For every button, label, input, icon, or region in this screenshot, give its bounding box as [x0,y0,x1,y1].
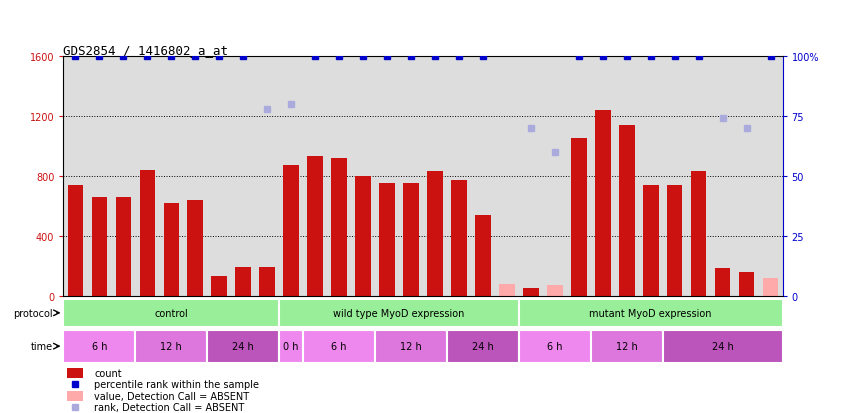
Bar [691,172,706,296]
Bar [332,159,347,296]
Text: 0 h: 0 h [283,341,299,351]
Text: mutant MyoD expression: mutant MyoD expression [590,308,712,318]
Bar [260,268,275,296]
Bar [643,185,658,296]
Bar [379,184,395,296]
Bar [63,299,279,328]
Bar [91,197,107,296]
Bar [67,368,83,378]
Bar [571,139,586,296]
Text: 24 h: 24 h [472,341,494,351]
Bar [68,185,83,296]
Bar [135,330,207,363]
Bar [427,172,442,296]
Text: time: time [30,341,52,351]
Text: 12 h: 12 h [161,341,182,351]
Bar [279,299,519,328]
Bar [667,185,683,296]
Bar [595,111,611,296]
Bar [662,330,783,363]
Bar [235,267,251,296]
Bar [763,278,778,296]
Text: rank, Detection Call = ABSENT: rank, Detection Call = ABSENT [95,402,244,412]
Text: GDS2854 / 1416802_a_at: GDS2854 / 1416802_a_at [63,44,228,57]
Bar [519,330,591,363]
Bar [63,330,135,363]
Bar [519,299,783,328]
Text: control: control [155,308,188,318]
Bar [739,272,755,296]
Bar [499,284,514,296]
Bar [67,391,83,401]
Bar [212,277,227,296]
Bar [163,203,179,296]
Bar [375,330,447,363]
Bar [307,157,323,296]
Bar [63,296,783,413]
Text: 12 h: 12 h [616,341,638,351]
Bar [523,288,539,296]
Bar [591,330,662,363]
Bar [188,200,203,296]
Text: 6 h: 6 h [332,341,347,351]
Text: 6 h: 6 h [547,341,563,351]
Text: protocol: protocol [13,308,52,318]
Text: 12 h: 12 h [400,341,422,351]
Text: 6 h: 6 h [91,341,107,351]
Text: 24 h: 24 h [233,341,254,351]
Text: value, Detection Call = ABSENT: value, Detection Call = ABSENT [95,391,250,401]
Text: count: count [95,368,122,378]
Bar [715,268,730,296]
Bar [619,126,634,296]
Bar [303,330,375,363]
Bar [207,330,279,363]
Bar [116,197,131,296]
Bar [451,181,467,296]
Bar [283,166,299,296]
Bar [404,183,419,296]
Bar [547,286,563,296]
Text: wild type MyoD expression: wild type MyoD expression [333,308,464,318]
Bar [279,330,303,363]
Bar [475,215,491,296]
Text: 24 h: 24 h [711,341,733,351]
Bar [355,176,371,296]
Bar [140,170,155,296]
Text: percentile rank within the sample: percentile rank within the sample [95,380,260,389]
Bar [447,330,519,363]
